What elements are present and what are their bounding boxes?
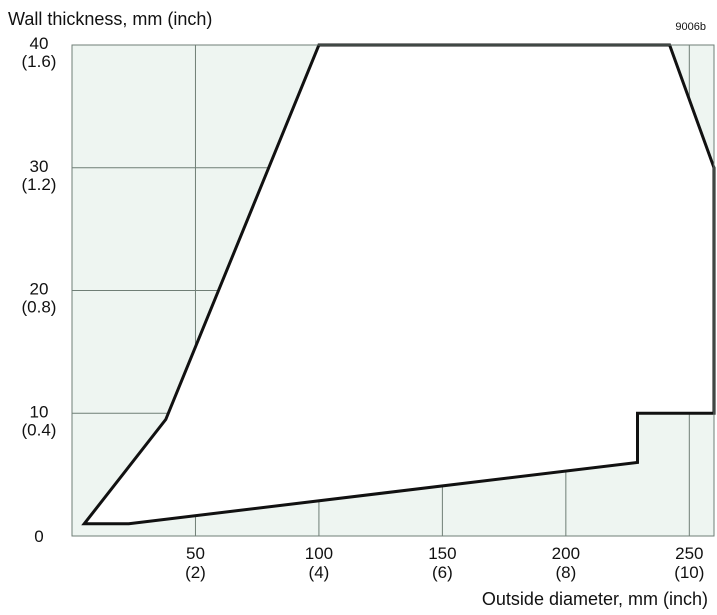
figure-code: 9006b xyxy=(675,21,706,33)
x-tick-label: 150 xyxy=(428,544,456,563)
y-tick-sublabel: (0.4) xyxy=(22,420,57,439)
x-tick-sublabel: (4) xyxy=(309,563,330,582)
x-tick-sublabel: (6) xyxy=(432,563,453,582)
y-tick-label: 30 xyxy=(30,157,49,176)
x-tick-sublabel: (10) xyxy=(674,563,704,582)
y-axis-ticks: 0 10(0.4) 20(0.8) 30(1.2) 40(1.6) xyxy=(22,34,57,546)
y-tick-sublabel: (1.6) xyxy=(22,52,57,71)
x-axis-ticks: 50(2) 100(4) 150(6) 200(8) 250(10) xyxy=(185,544,704,582)
x-tick-label: 200 xyxy=(552,544,580,563)
x-tick-sublabel: (2) xyxy=(185,563,206,582)
y-tick-label: 0 xyxy=(34,527,43,546)
x-axis-label: Outside diameter, mm (inch) xyxy=(482,589,708,609)
y-tick-label: 40 xyxy=(30,34,49,53)
y-tick-label: 20 xyxy=(30,280,49,299)
y-axis-label: Wall thickness, mm (inch) xyxy=(8,9,212,29)
x-tick-label: 250 xyxy=(675,544,703,563)
x-tick-sublabel: (8) xyxy=(555,563,576,582)
y-tick-sublabel: (1.2) xyxy=(22,175,57,194)
y-tick-sublabel: (0.8) xyxy=(22,298,57,317)
y-tick-label: 10 xyxy=(30,402,49,421)
x-tick-label: 100 xyxy=(305,544,333,563)
x-tick-label: 50 xyxy=(186,544,205,563)
plot-frame xyxy=(71,44,715,537)
